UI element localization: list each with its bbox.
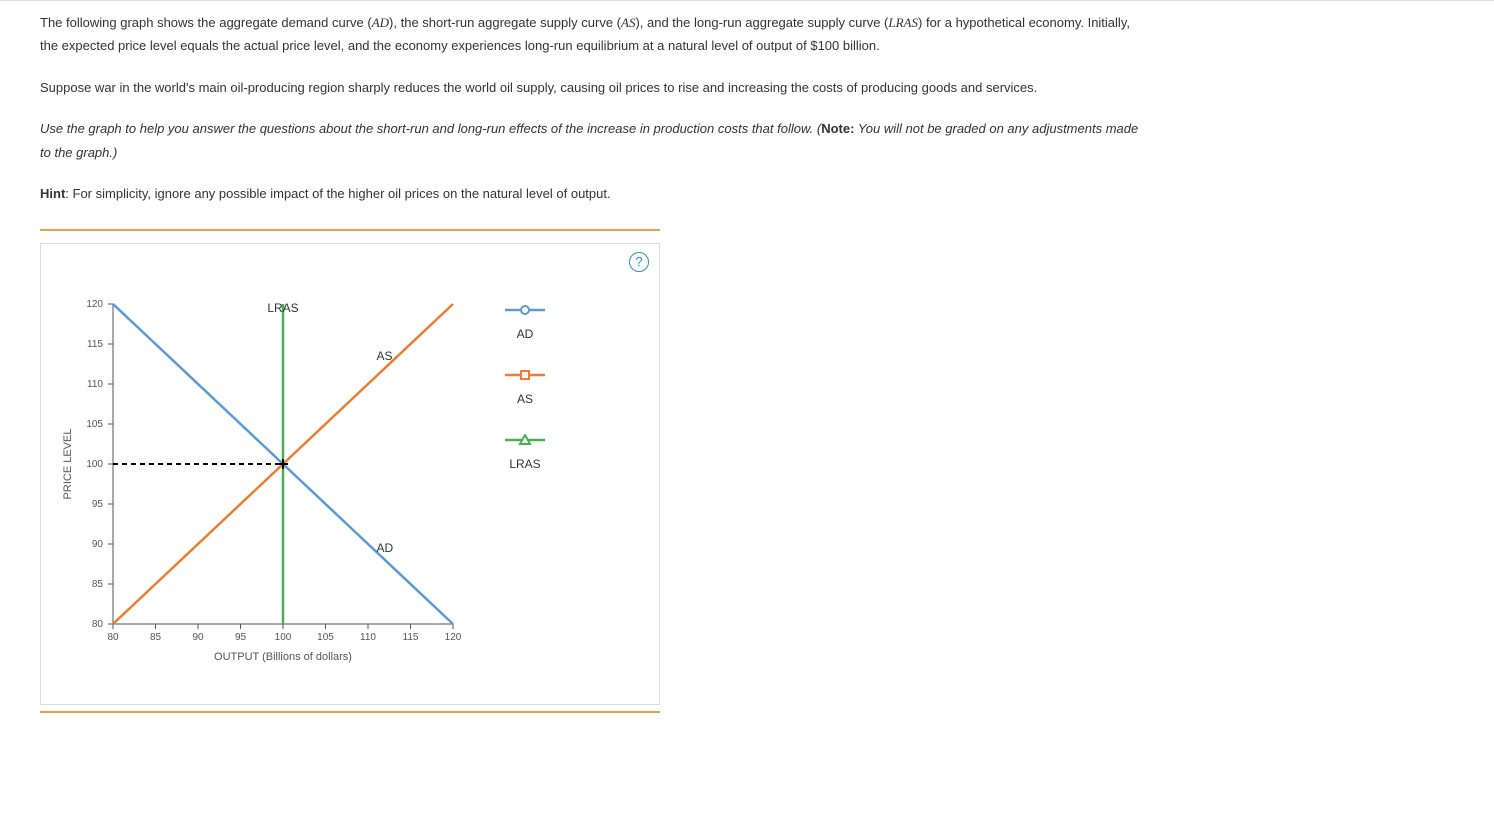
svg-text:100: 100 [275,632,292,643]
svg-text:95: 95 [235,632,247,643]
graph-card: ? 80 85 90 95 100 105 110 115 120 80 85 90 95 100 105 1… [40,243,660,705]
note-label: Note: [821,121,854,136]
paragraph-hint: Hint: For simplicity, ignore any possibl… [40,182,1140,205]
svg-text:95: 95 [92,499,104,510]
legend-ad-label: AD [503,327,547,341]
legend-lras-label: LRAS [503,457,547,471]
svg-text:105: 105 [86,419,103,430]
paragraph-intro: The following graph shows the aggregate … [40,11,1140,58]
svg-text:PRICE LEVEL: PRICE LEVEL [62,429,74,500]
svg-text:AD: AD [377,541,394,555]
svg-text:90: 90 [92,539,104,550]
svg-text:OUTPUT (Billions of dollars): OUTPUT (Billions of dollars) [214,651,352,663]
legend-as-symbol [503,369,547,384]
svg-text:85: 85 [150,632,162,643]
svg-text:80: 80 [92,619,104,630]
svg-text:80: 80 [107,632,119,643]
svg-text:85: 85 [92,579,104,590]
legend-ad-symbol [503,304,547,319]
svg-text:100: 100 [86,459,103,470]
svg-text:115: 115 [403,632,419,643]
legend-as[interactable]: AS [503,369,547,406]
as-variable: AS [621,15,635,30]
svg-text:LRAS: LRAS [267,301,298,315]
svg-text:110: 110 [87,379,103,390]
svg-text:90: 90 [192,632,204,643]
svg-text:110: 110 [360,632,376,643]
svg-text:AS: AS [377,349,393,363]
legend-lras[interactable]: LRAS [503,434,547,471]
chart[interactable]: 80 85 90 95 100 105 110 115 120 80 85 90 95 100 105 110… [53,284,483,684]
paragraph-instruction: Use the graph to help you answer the que… [40,117,1140,164]
svg-text:120: 120 [445,632,462,643]
graph-section: ? 80 85 90 95 100 105 110 115 120 80 85 90 95 100 105 1… [40,229,660,713]
legend: AD AS LRAS [503,304,547,499]
instruction-main: Use the graph to help you answer the que… [40,121,813,136]
help-icon[interactable]: ? [629,252,649,272]
divider-top [40,229,660,231]
text-mid1: ), the short-run aggregate supply curve … [389,15,621,30]
text-pre-ad: The following graph shows the aggregate … [40,15,372,30]
text-mid2: ), and the long-run aggregate supply cur… [635,15,888,30]
legend-as-label: AS [503,392,547,406]
legend-ad[interactable]: AD [503,304,547,341]
hint-label: Hint [40,186,65,201]
svg-text:115: 115 [87,339,103,350]
hint-text: : For simplicity, ignore any possible im… [65,186,610,201]
svg-text:120: 120 [86,299,103,310]
legend-lras-symbol [503,434,547,449]
svg-text:105: 105 [317,632,334,643]
divider-bottom [40,711,660,713]
ad-variable: AD [372,15,389,30]
lras-variable: LRAS [888,15,918,30]
paragraph-scenario: Suppose war in the world's main oil-prod… [40,76,1140,99]
question-text: The following graph shows the aggregate … [40,11,1140,205]
